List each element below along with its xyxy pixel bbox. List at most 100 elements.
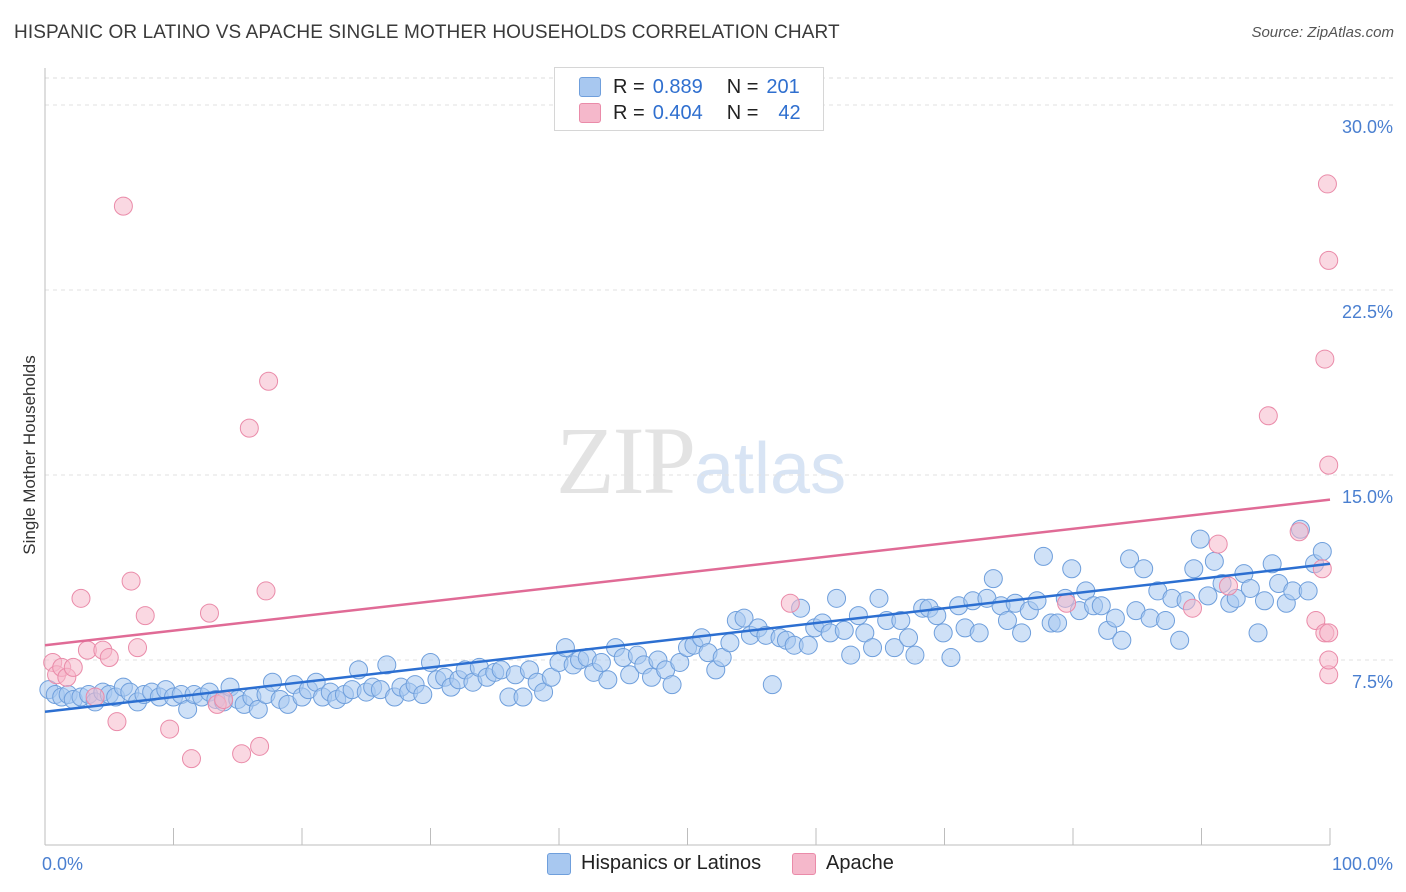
y-tick-label: 15.0% <box>1342 487 1393 507</box>
data-point-hispanic <box>413 685 433 705</box>
data-point-hispanic <box>997 611 1017 631</box>
watermark-atlas: atlas <box>694 429 847 509</box>
data-point-hispanic <box>762 675 782 695</box>
data-point-apache <box>135 606 155 626</box>
legend-n-label: N = <box>726 75 759 98</box>
data-point-apache <box>128 638 148 658</box>
data-point-apache <box>1319 650 1339 670</box>
data-point-apache <box>107 712 127 732</box>
data-point-apache <box>259 371 279 391</box>
data-point-hispanic <box>798 635 818 655</box>
data-point-hispanic <box>1254 591 1274 611</box>
trend-line-hispanic <box>44 562 1331 714</box>
data-point-hispanic <box>555 638 575 658</box>
data-point-hispanic <box>941 648 961 668</box>
data-point-apache <box>1258 406 1278 426</box>
data-point-hispanic <box>734 608 754 628</box>
data-point-hispanic <box>863 638 883 658</box>
data-point-apache <box>1289 522 1309 542</box>
data-point-apache <box>1208 534 1228 554</box>
data-point-hispanic <box>1112 630 1132 650</box>
bottom-legend-swatch-hispanic <box>547 852 571 875</box>
data-point-hispanic <box>891 611 911 631</box>
data-point-hispanic <box>1248 623 1268 643</box>
data-point-apache <box>1319 455 1339 475</box>
chart-title: HISPANIC OR LATINO VS APACHE SINGLE MOTH… <box>14 22 840 43</box>
data-point-hispanic <box>848 606 868 626</box>
data-point-apache <box>1183 598 1203 618</box>
bottom-legend-label-apache: Apache <box>826 852 894 874</box>
legend-swatch-hispanic <box>579 77 601 97</box>
data-point-hispanic <box>1027 591 1047 611</box>
source-credit: Source: ZipAtlas.com <box>1251 24 1394 41</box>
data-point-hispanic <box>927 606 947 626</box>
data-point-hispanic <box>1105 608 1125 628</box>
bottom-legend-apache: Apache <box>792 852 894 875</box>
data-point-hispanic <box>1204 551 1224 571</box>
data-point-hispanic <box>377 655 397 675</box>
data-point-hispanic <box>905 645 925 665</box>
correlation-legend: R = 0.889 N = 201 R = 0.404 N = 42 <box>554 67 824 131</box>
data-point-hispanic <box>662 675 682 695</box>
data-point-hispanic <box>513 687 533 707</box>
data-point-apache <box>250 736 270 756</box>
data-point-hispanic <box>884 638 904 658</box>
data-point-hispanic <box>534 682 554 702</box>
data-point-hispanic <box>933 623 953 643</box>
data-point-apache <box>113 196 133 216</box>
data-point-hispanic <box>541 667 561 687</box>
data-point-hispanic <box>1190 529 1210 549</box>
data-point-hispanic <box>591 652 611 672</box>
data-point-apache <box>1319 623 1339 643</box>
y-tick-label: 22.5% <box>1342 302 1393 322</box>
legend-row-apache: R = 0.404 N = 42 <box>579 100 801 126</box>
data-point-apache <box>160 719 180 739</box>
data-point-hispanic <box>248 699 268 719</box>
data-point-apache <box>1317 174 1337 194</box>
data-point-hispanic <box>1312 541 1332 561</box>
data-point-hispanic <box>1048 613 1068 633</box>
data-point-hispanic <box>899 628 919 648</box>
data-point-hispanic <box>1156 611 1176 631</box>
data-point-hispanic <box>969 623 989 643</box>
data-point-apache <box>232 744 252 764</box>
legend-r-value: 0.889 <box>652 75 703 98</box>
data-point-apache <box>780 593 800 613</box>
data-point-hispanic <box>1262 554 1282 574</box>
bottom-legend-hispanic: Hispanics or Latinos <box>547 852 761 875</box>
data-point-hispanic <box>841 645 861 665</box>
data-point-apache <box>239 418 259 438</box>
watermark-zip: ZIP <box>556 407 696 514</box>
legend-n-label: N = <box>726 101 759 124</box>
legend-r-value: 0.404 <box>652 101 703 124</box>
data-point-hispanic <box>1198 586 1218 606</box>
data-point-apache <box>85 687 105 707</box>
data-point-apache <box>1312 559 1332 579</box>
x-tick-label-max: 100.0% <box>1332 854 1393 874</box>
legend-n-value: 201 <box>766 75 800 98</box>
data-point-hispanic <box>827 588 847 608</box>
trend-line-apache <box>44 498 1331 647</box>
data-point-hispanic <box>869 588 889 608</box>
data-point-apache <box>1218 576 1238 596</box>
bottom-legend-swatch-apache <box>792 852 816 875</box>
watermark: ZIPatlas <box>556 405 846 516</box>
data-point-apache <box>1315 349 1335 369</box>
data-point-hispanic <box>620 665 640 685</box>
bottom-legend-label-hispanic: Hispanics or Latinos <box>581 852 762 874</box>
legend-swatch-apache <box>579 103 601 123</box>
x-tick-label-min: 0.0% <box>42 854 83 874</box>
legend-row-hispanic: R = 0.889 N = 201 <box>579 74 800 100</box>
data-point-apache <box>121 571 141 591</box>
data-point-apache <box>1057 593 1077 613</box>
data-point-hispanic <box>720 633 740 653</box>
data-point-apache <box>181 749 201 769</box>
data-point-apache <box>1319 250 1339 270</box>
data-point-hispanic <box>670 652 690 672</box>
y-tick-label: 7.5% <box>1352 672 1393 692</box>
data-point-apache <box>199 603 219 623</box>
data-point-hispanic <box>598 670 618 690</box>
legend-n-value: 42 <box>778 101 801 124</box>
legend-r-label: R = <box>613 101 645 124</box>
data-point-hispanic <box>1184 559 1204 579</box>
